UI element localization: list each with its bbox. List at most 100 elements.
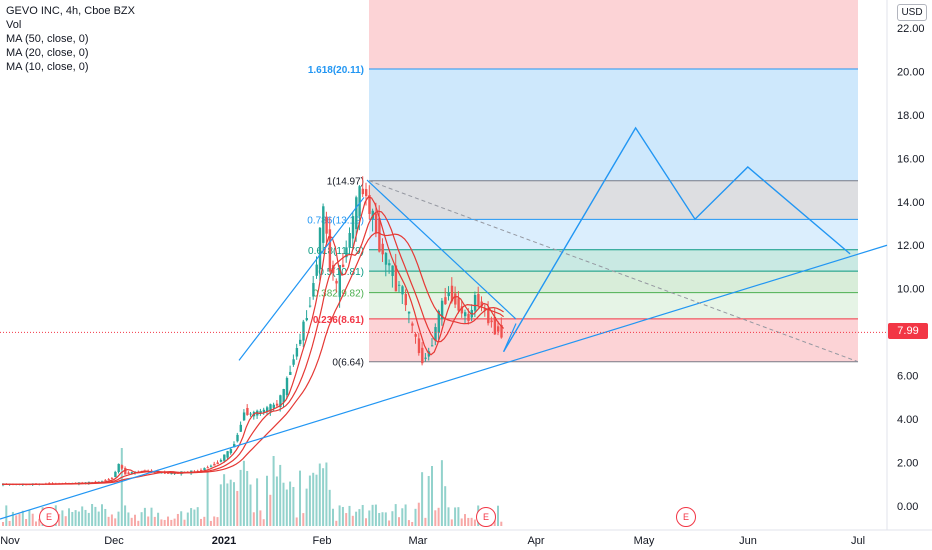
candle-body-105 [348,232,351,248]
volume-bar-93 [308,475,311,526]
legend-indicator-ma50[interactable]: MA (50, close, 0) [6,33,89,45]
volume-bar-7 [25,519,28,526]
candle-body-117 [388,263,391,266]
volume-bar-46 [153,516,156,526]
candle-body-143 [473,295,477,311]
candle-body-128 [424,357,427,359]
candle-body-137 [454,293,457,305]
volume-bar-22 [74,510,77,526]
volume-bar-112 [371,504,374,526]
candle-body-98 [325,216,328,234]
candle-body-64 [213,463,216,466]
volume-bar-4 [15,515,18,526]
volume-bar-58 [193,509,196,526]
volume-bar-53 [176,513,179,526]
candle-body-73 [242,412,246,421]
candle-body-65 [216,462,219,465]
volume-bar-127 [421,472,424,526]
currency-badge[interactable]: USD [897,4,927,21]
x-tick-label-7: Jun [739,535,757,547]
volume-bar-50 [167,516,169,526]
volume-bar-35 [117,511,120,526]
candle-body-134 [444,297,447,305]
earnings-marker-3[interactable]: E [676,507,696,527]
volume-bar-68 [226,483,229,526]
volume-bar-119 [394,504,397,526]
volume-bar-74 [246,470,249,526]
volume-bar-2 [8,520,11,526]
x-tick-label-5: Apr [527,535,544,547]
x-tick-label-4: Mar [409,535,428,547]
volume-bar-59 [196,507,199,526]
volume-bar-41 [137,520,140,526]
volume-bar-52 [173,518,176,526]
candle-body-138 [457,298,460,311]
candle-body-131 [434,327,437,341]
candle-body-101 [335,280,338,284]
candle-body-100 [332,265,335,274]
volume-bar-106 [351,515,354,526]
volume-bar-31 [104,508,107,526]
volume-bar-103 [341,506,344,526]
volume-bar-51 [170,519,173,526]
candle-body-34 [114,471,117,478]
x-tick-label-8: Jul [851,535,865,547]
y-tick-label-10: 20.00 [897,66,925,78]
legend-indicator-ma20[interactable]: MA (20, close, 0) [6,47,89,59]
volume-bar-99 [328,489,331,526]
earnings-marker-2[interactable]: E [476,507,496,527]
volume-bar-88 [292,486,295,526]
candle-body-103 [341,264,345,268]
candle-body-146 [483,308,487,311]
volume-bar-95 [315,474,318,526]
volume-bar-36 [120,448,123,526]
volume-bar-65 [216,517,219,526]
volume-bar-28 [94,506,97,526]
volume-bar-92 [305,488,308,526]
ma-line-10 [2,196,505,485]
volume-bar-140 [464,514,466,526]
y-tick-label-3: 6.00 [897,371,918,383]
candle-body-84 [279,395,282,408]
volume-bar-75 [249,484,252,526]
candle-body-78 [259,410,262,414]
volume-bar-25 [84,509,87,526]
volume-bar-70 [233,482,235,526]
volume-bar-110 [365,518,367,526]
candle-body-111 [368,195,371,214]
candle-body-125 [414,334,417,337]
volume-bar-47 [157,512,160,526]
volume-bar-116 [384,512,387,526]
candle-body-127 [421,347,424,364]
candle-body-66 [219,460,223,462]
candle-body-129 [427,351,431,357]
dashed-fib-trendline [368,180,859,363]
volume-bar-81 [269,494,272,526]
candle-body-87 [289,371,292,375]
volume-bar-143 [473,519,476,526]
volume-bar-73 [242,460,245,526]
volume-bar-150 [497,505,499,526]
candle-body-36 [120,465,124,469]
x-tick-label-0: Nov [0,535,20,547]
fib-zone-6 [369,292,858,319]
volume-bar-61 [203,516,206,526]
volume-bar-142 [470,517,473,526]
candle-body-91 [302,321,305,341]
candle-body-72 [239,424,242,432]
legend-indicator-ma10[interactable]: MA (10, close, 0) [6,61,89,73]
candle-body-32 [107,479,110,481]
candle-body-35 [117,463,120,473]
volume-bar-71 [236,490,239,526]
earnings-marker-1[interactable]: E [39,507,59,527]
volume-bar-29 [97,511,100,526]
volume-bar-55 [183,519,186,526]
volume-bar-54 [180,511,183,526]
candle-body-144 [477,294,480,306]
legend-indicator-vol[interactable]: Vol [6,19,22,31]
candle-body-89 [295,347,299,357]
volume-bar-48 [160,519,163,526]
candle-body-150 [497,326,500,332]
candle-body-61 [203,468,206,470]
